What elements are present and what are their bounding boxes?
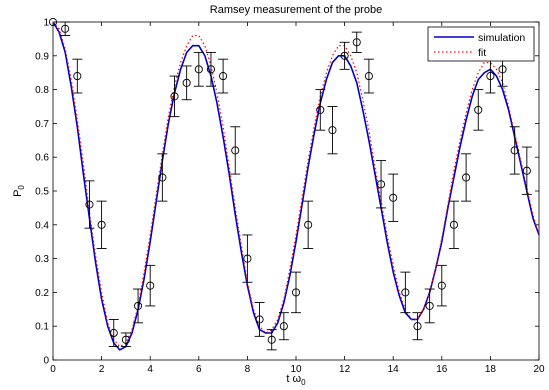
data-point-marker — [486, 72, 495, 81]
data-point-marker — [182, 78, 191, 87]
data-point-marker — [243, 254, 252, 263]
data-point-marker — [279, 322, 288, 331]
legend-label-fit: fit — [478, 47, 486, 59]
y-axis-ticks: 0 0.1 0.2 0.3 0.4 0.5 0.6 0.7 0.8 0.9 1 — [35, 18, 539, 367]
y-tick-label: 0.8 — [35, 85, 49, 96]
data-point-marker — [85, 200, 94, 209]
y-tick-label: 0.4 — [35, 220, 49, 231]
y-tick-label: 0.6 — [35, 153, 49, 164]
data-point-marker — [474, 105, 483, 114]
y-tick-label: 1 — [43, 18, 49, 29]
data-point-marker — [291, 288, 301, 297]
data-point-marker — [304, 220, 313, 229]
legend-label-simulation: simulation — [478, 32, 525, 44]
x-tick-label: 18 — [485, 364, 497, 375]
data-point-marker — [498, 65, 507, 74]
data-point-marker — [194, 65, 203, 74]
data-point-marker — [206, 65, 215, 74]
data-point-marker — [61, 24, 70, 33]
y-tick-label: 0.7 — [35, 119, 49, 130]
chart-title: Ramsey measurement of the probe — [210, 4, 382, 16]
data-point-marker — [389, 193, 398, 202]
data-point-marker — [352, 38, 361, 47]
y-tick-label: 0.3 — [35, 254, 49, 265]
data-point-marker — [146, 281, 155, 290]
data-point-marker — [376, 180, 386, 189]
data-point-marker — [462, 173, 471, 182]
simulation-line — [52, 21, 540, 351]
legend: simulation fit — [427, 26, 535, 62]
data-point-marker — [158, 173, 167, 182]
legend-box — [427, 26, 535, 62]
data-point-marker — [437, 281, 446, 290]
data-point-marker — [170, 92, 179, 101]
data-point-marker — [340, 51, 349, 60]
x-tick-label: 14 — [388, 364, 400, 375]
data-point-marker — [425, 301, 434, 310]
x-axis-label: t ω0 — [286, 373, 306, 387]
data-point-marker — [133, 301, 143, 310]
data-point-marker — [401, 288, 410, 297]
x-axis-ticks: 0 2 4 6 8 10 12 14 16 18 20 — [50, 22, 545, 375]
data-point-marker — [510, 146, 519, 155]
x-tick-label: 4 — [147, 364, 153, 375]
fit-line — [52, 21, 540, 348]
data-point-marker — [109, 328, 118, 338]
data-point-marker — [267, 335, 276, 344]
data-point-marker — [522, 166, 531, 175]
x-tick-label: 10 — [290, 364, 302, 375]
data-point-marker — [231, 146, 240, 155]
data-point-marker — [413, 322, 422, 331]
data-point-marker — [48, 17, 58, 27]
x-tick-label: 16 — [436, 364, 448, 375]
y-tick-label: 0.1 — [35, 322, 49, 333]
data-point-marker — [316, 105, 325, 114]
y-axis-label: P0 — [12, 185, 26, 197]
data-point-marker — [449, 220, 459, 229]
y-tick-label: 0.2 — [35, 288, 49, 299]
y-tick-label: 0.9 — [35, 51, 49, 62]
x-tick-label: 8 — [245, 364, 251, 375]
y-tick-label: 0 — [43, 356, 49, 367]
x-tick-label: 20 — [533, 364, 545, 375]
data-point-marker — [73, 72, 82, 81]
x-tick-label: 2 — [99, 364, 105, 375]
data-point-marker — [97, 220, 106, 229]
data-point-marker — [255, 315, 264, 324]
x-tick-label: 0 — [50, 364, 56, 375]
series-layer — [48, 17, 540, 351]
data-point-marker — [364, 72, 373, 81]
data-point-marker — [219, 72, 228, 81]
x-tick-label: 12 — [339, 364, 351, 375]
data-point-marker — [328, 126, 337, 135]
data-point-marker — [121, 335, 130, 344]
x-tick-label: 6 — [196, 364, 202, 375]
y-tick-label: 0.5 — [35, 187, 49, 198]
